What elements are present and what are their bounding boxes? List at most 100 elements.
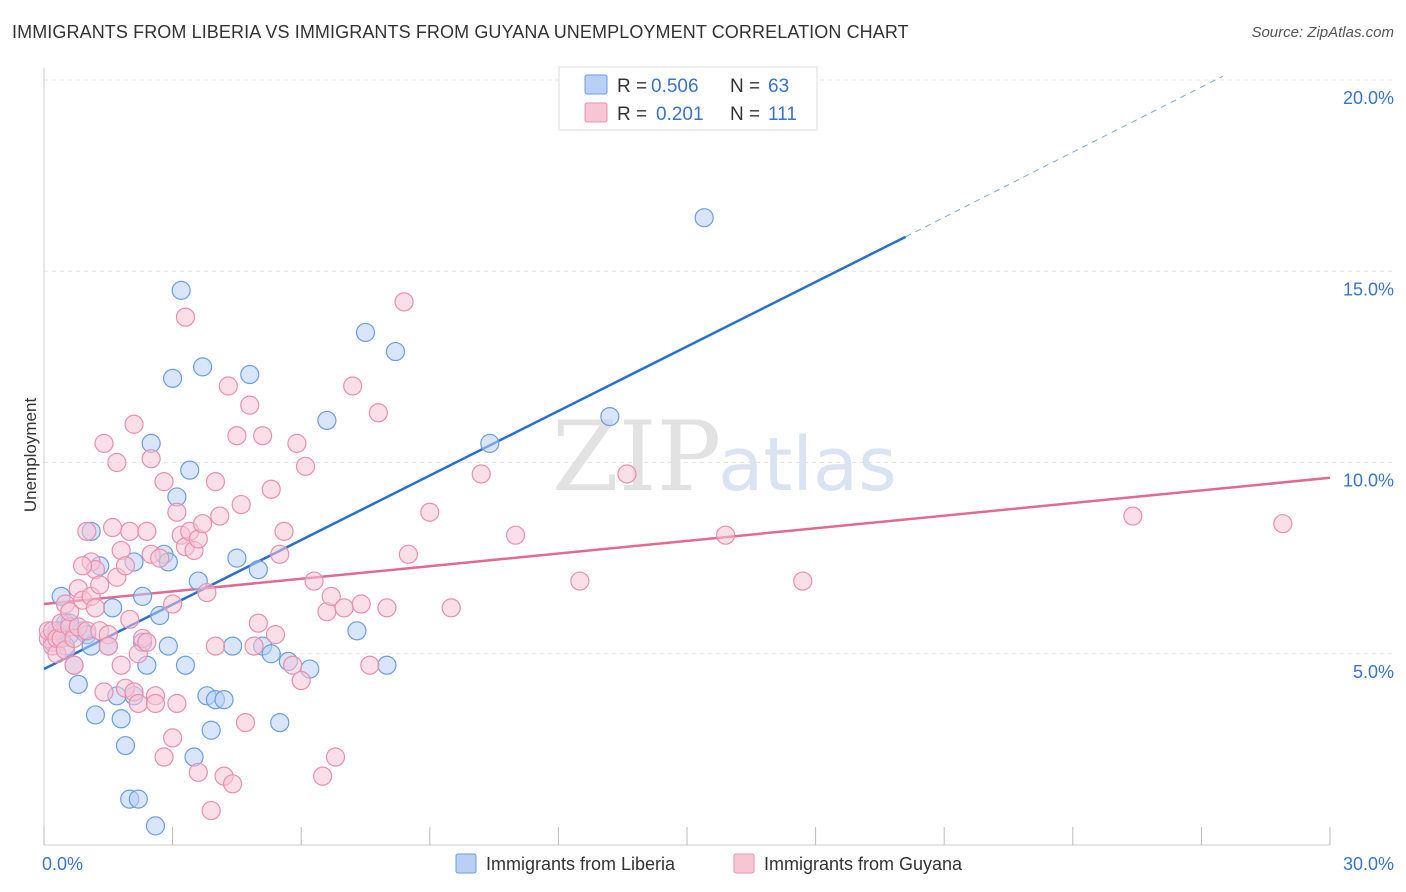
- point-liberia: [600, 407, 620, 427]
- point-guyana: [102, 517, 123, 538]
- point-guyana: [377, 598, 397, 618]
- point-liberia: [102, 598, 123, 618]
- legend-n-label-guyana: N =: [730, 104, 760, 125]
- point-guyana: [321, 586, 341, 606]
- point-guyana: [137, 521, 157, 541]
- point-liberia: [480, 433, 500, 453]
- point-liberia: [317, 410, 337, 431]
- point-liberia: [385, 341, 406, 362]
- point-liberia: [355, 322, 376, 343]
- point-guyana: [471, 464, 491, 484]
- point-liberia: [214, 690, 234, 710]
- point-guyana: [107, 452, 127, 473]
- point-liberia: [248, 559, 268, 580]
- point-liberia: [163, 368, 183, 388]
- point-liberia: [227, 548, 247, 568]
- point-liberia: [270, 712, 290, 733]
- point-guyana: [77, 521, 97, 541]
- bottom-legend-swatch-liberia: [455, 853, 477, 874]
- legend-n-value-guyana: 111: [768, 104, 797, 125]
- point-guyana: [231, 494, 251, 515]
- point-guyana: [244, 636, 264, 656]
- legend-r-label-guyana: R =: [617, 104, 647, 125]
- point-liberia: [132, 586, 153, 606]
- point-guyana: [115, 556, 136, 576]
- point-guyana: [205, 472, 226, 492]
- point-liberia: [150, 605, 170, 626]
- point-guyana: [261, 479, 281, 499]
- point-guyana: [120, 609, 140, 629]
- point-guyana: [72, 556, 93, 576]
- y-tick-label: 15.0%: [1343, 279, 1394, 299]
- point-guyana: [360, 655, 380, 675]
- axes: 5.0% 10.0% 15.0% 20.0% 0.0% 30.0%: [42, 68, 1394, 874]
- point-guyana: [64, 655, 84, 675]
- point-guyana: [291, 670, 311, 691]
- watermark-atlas: atlas: [718, 422, 897, 508]
- bottom-legend-label-guyana: Immigrants from Guyana: [764, 854, 963, 874]
- point-guyana: [145, 693, 166, 714]
- legend-r-label-liberia: R =: [617, 76, 647, 97]
- legend-swatch-guyana: [584, 102, 608, 123]
- point-guyana: [235, 712, 256, 733]
- point-liberia: [85, 705, 106, 725]
- bottom-legend-label-liberia: Immigrants from Liberia: [486, 854, 676, 874]
- point-guyana: [265, 625, 286, 645]
- point-liberia: [180, 460, 200, 480]
- point-guyana: [313, 766, 333, 786]
- data-points: [38, 208, 1293, 836]
- point-guyana: [167, 693, 187, 714]
- bottom-legend: Immigrants from Liberia Immigrants from …: [455, 853, 963, 874]
- point-guyana: [351, 594, 371, 614]
- point-guyana: [163, 728, 183, 748]
- point-guyana: [167, 502, 187, 522]
- point-guyana: [617, 464, 637, 484]
- point-liberia: [261, 644, 281, 664]
- point-liberia: [128, 789, 148, 809]
- point-liberia: [115, 735, 136, 756]
- point-guyana: [201, 800, 221, 821]
- point-guyana: [98, 636, 118, 656]
- point-guyana: [334, 598, 354, 618]
- point-guyana: [111, 655, 131, 675]
- point-guyana: [197, 582, 217, 603]
- legend-swatch-liberia: [584, 74, 608, 95]
- y-tick-label: 10.0%: [1343, 471, 1394, 491]
- point-guyana: [210, 506, 230, 526]
- point-guyana: [253, 426, 273, 446]
- point-guyana: [85, 598, 106, 618]
- point-liberia: [68, 674, 88, 694]
- point-guyana: [175, 307, 196, 327]
- point-guyana: [248, 613, 268, 633]
- point-guyana: [154, 472, 174, 492]
- chart-source: Source: ZipAtlas.com: [1251, 24, 1394, 41]
- watermark-zip: ZIP: [552, 401, 721, 513]
- point-liberia: [158, 636, 178, 656]
- point-guyana: [398, 544, 418, 564]
- point-guyana: [274, 521, 294, 541]
- trend-line-liberia-extension: [905, 75, 1224, 238]
- point-liberia: [175, 655, 196, 675]
- x-tick-label-min: 0.0%: [42, 854, 83, 874]
- y-tick-label: 20.0%: [1343, 88, 1394, 108]
- point-guyana: [120, 521, 140, 541]
- bottom-legend-swatch-guyana: [733, 853, 755, 874]
- point-liberia: [171, 280, 191, 300]
- point-guyana: [227, 426, 247, 446]
- point-guyana: [218, 376, 238, 396]
- point-guyana: [240, 395, 260, 415]
- point-guyana: [137, 632, 157, 652]
- point-guyana: [420, 502, 440, 522]
- point-guyana: [1273, 514, 1293, 534]
- point-liberia: [145, 816, 166, 836]
- point-guyana: [304, 571, 324, 591]
- legend-n-value-liberia: 63: [768, 76, 789, 97]
- trend-line-liberia: [43, 235, 907, 671]
- point-guyana: [154, 747, 174, 767]
- point-guyana: [283, 655, 303, 675]
- point-liberia: [223, 636, 243, 656]
- point-guyana: [270, 544, 290, 564]
- point-guyana: [94, 433, 114, 453]
- point-guyana: [715, 525, 736, 545]
- x-tick-label-max: 30.0%: [1343, 854, 1394, 874]
